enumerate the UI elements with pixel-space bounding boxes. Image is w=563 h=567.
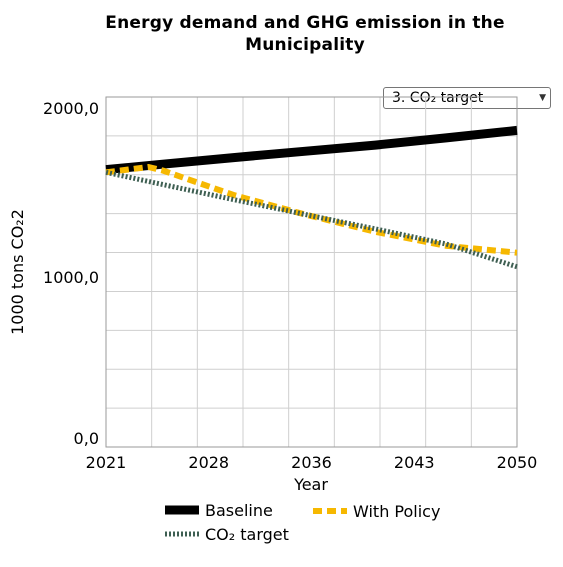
chevron-down-icon: ▼ — [539, 93, 546, 103]
x-axis-label: Year — [293, 475, 328, 494]
x-tick-label: 2043 — [394, 453, 435, 472]
legend-label: Baseline — [205, 501, 273, 520]
plot-frame — [105, 96, 518, 448]
x-tick-label: 2036 — [291, 453, 332, 472]
series-line-baseline — [105, 125, 518, 175]
x-tick-label: 2028 — [188, 453, 229, 472]
legend-label: CO₂ target — [205, 525, 289, 544]
series-lines — [105, 125, 518, 270]
chart-title-line2: Municipality — [245, 35, 365, 55]
chart-title-line1: Energy demand and GHG emission in the — [105, 13, 505, 33]
legend-item: Baseline — [165, 501, 273, 520]
scenario-select[interactable]: 3. CO₂ target ▼ — [383, 87, 551, 109]
legend-label: With Policy — [353, 502, 440, 521]
legend: Baseline With Policy CO₂ target — [165, 501, 440, 544]
x-axis-tick-labels: 2021 2028 2036 2043 2050 — [86, 453, 538, 472]
series-line-co-target — [105, 169, 518, 270]
x-tick-label: 2050 — [497, 453, 538, 472]
y-axis-label: 1000 tons CO₂2 — [8, 209, 27, 335]
series-line-with-policy — [105, 164, 518, 256]
legend-item: CO₂ target — [165, 525, 289, 544]
x-tick-label: 2021 — [86, 453, 127, 472]
chart-title: Energy demand and GHG emission in the Mu… — [0, 12, 563, 56]
y-axis-tick-labels: 0,0 1000,0 2000,0 — [43, 99, 99, 448]
y-tick-label: 2000,0 — [43, 99, 99, 118]
scenario-select-value: 3. CO₂ target — [392, 90, 484, 106]
y-tick-label: 1000,0 — [43, 268, 99, 287]
legend-item: With Policy — [313, 502, 440, 521]
y-tick-label: 0,0 — [74, 429, 99, 448]
